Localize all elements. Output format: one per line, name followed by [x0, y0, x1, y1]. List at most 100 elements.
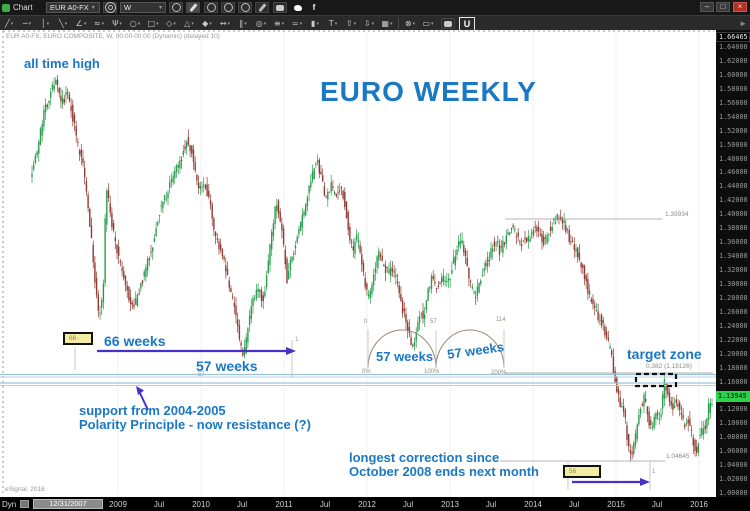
- annotation-66-weeks[interactable]: 66 weeks: [104, 333, 166, 349]
- rhombus-tool[interactable]: ◇ ▾: [162, 17, 180, 30]
- time-year-label: 2011: [275, 500, 293, 509]
- annotation-correction-line1[interactable]: longest correction since: [349, 450, 500, 465]
- candle-body: [435, 288, 438, 290]
- angle-tool[interactable]: ∠ ▾: [72, 17, 90, 30]
- annotation-target-zone[interactable]: target zone: [627, 346, 702, 362]
- facebook-share-button[interactable]: f: [307, 2, 321, 13]
- candle-body: [430, 275, 433, 289]
- candle-body: [90, 225, 93, 238]
- cycle-arc-1[interactable]: [367, 329, 437, 369]
- candle-body: [646, 406, 649, 415]
- candle-body: [342, 190, 344, 199]
- week-count-box-66[interactable]: 66: [63, 332, 93, 345]
- history-button[interactable]: [221, 2, 235, 13]
- fib-circle-tool[interactable]: ◎ ▾: [252, 17, 270, 30]
- clipboard-tool[interactable]: ▭ ▾: [419, 17, 437, 30]
- candle-body: [536, 227, 538, 232]
- candle-body: [543, 236, 545, 245]
- candle-body: [362, 263, 365, 272]
- interval-combo[interactable]: W ▾: [120, 2, 166, 13]
- chat-history-button[interactable]: [441, 18, 455, 29]
- refresh-button[interactable]: [204, 2, 218, 13]
- annotation-support-line2[interactable]: Polarity Principle - now resistance (?): [79, 417, 311, 432]
- pitchfork-tool[interactable]: Ψ ▾: [108, 17, 126, 30]
- twitter-share-button[interactable]: [291, 2, 305, 13]
- start-date-box[interactable]: 12/31/2007: [33, 498, 103, 509]
- week-count-box-56[interactable]: 56: [563, 465, 601, 478]
- symbol-combo[interactable]: EUR A0-FX ▾: [46, 2, 100, 13]
- delete-drawing-tool[interactable]: ⊗ ▾: [401, 17, 419, 30]
- expand-panel-icon[interactable]: ►: [739, 19, 747, 28]
- more-shapes-tool[interactable]: ▦ ▾: [378, 17, 396, 30]
- arrow-down-tool[interactable]: ⇩ ▾: [360, 17, 378, 30]
- candle-body: [366, 283, 368, 290]
- candle-body: [685, 423, 688, 425]
- candle-body: [510, 228, 513, 230]
- candle-body: [114, 237, 116, 242]
- candle-body: [459, 241, 462, 245]
- text-tool[interactable]: T ▾: [324, 17, 342, 30]
- marker-button[interactable]: [255, 2, 269, 13]
- chevron-down-icon: ▾: [173, 20, 176, 27]
- candle-body: [111, 213, 113, 228]
- candle-body: [41, 124, 43, 136]
- candle-body: [629, 450, 632, 454]
- horizontal-line-tool[interactable]: ─ ▾: [18, 17, 36, 30]
- calendar-icon[interactable]: [20, 500, 29, 508]
- extended-line-tool[interactable]: ╲ ▾: [54, 17, 72, 30]
- candle-body: [466, 257, 468, 267]
- fib-retracement-tool[interactable]: ≡ ▾: [270, 17, 288, 30]
- candle-body: [277, 200, 280, 214]
- annotation-all-time-high[interactable]: all time high: [24, 56, 100, 71]
- annotation-support-line1[interactable]: support from 2004-2005: [79, 403, 226, 418]
- annotation-correction-line2[interactable]: October 2008 ends next month: [349, 464, 539, 479]
- candle-body: [588, 290, 591, 295]
- maximize-button[interactable]: □: [716, 2, 730, 12]
- annotation-57-weeks-b[interactable]: 57 weeks: [376, 349, 434, 364]
- close-button[interactable]: ×: [733, 2, 747, 12]
- tab-chart[interactable]: Chart: [2, 2, 33, 13]
- candle-body: [196, 174, 198, 181]
- candle-body: [101, 300, 103, 308]
- arrow-support[interactable]: [138, 390, 149, 411]
- candle-body: [245, 337, 247, 354]
- chart-title[interactable]: EURO WEEKLY: [320, 76, 537, 107]
- triangle-tool[interactable]: △ ▾: [180, 17, 198, 30]
- annotation-57-weeks-a[interactable]: 57 weeks: [196, 358, 258, 374]
- time-settings-button[interactable]: [169, 2, 183, 13]
- price-tick-label: 1.10000: [719, 419, 748, 428]
- time-axis[interactable]: Dyn 12/31/2007 2009 Jul 2010 Jul 2011 Jul 2012…: [0, 497, 750, 511]
- candle-body: [281, 223, 283, 231]
- candle-body: [121, 267, 123, 272]
- underline-button[interactable]: U: [459, 16, 475, 31]
- minimize-button[interactable]: –: [700, 2, 714, 12]
- ellipse-tool[interactable]: ○ ▾: [126, 17, 144, 30]
- cycle-count-114: 114: [496, 317, 506, 323]
- chat-button[interactable]: [273, 2, 287, 13]
- arrow-up-tool[interactable]: ⇧ ▾: [342, 17, 360, 30]
- candle-body: [310, 181, 312, 188]
- symbol-settings-button[interactable]: [103, 2, 117, 13]
- parallel-channel-tool[interactable]: ∥ ▾: [234, 17, 252, 30]
- chevron-down-icon: ▾: [281, 20, 285, 27]
- arrow-line-tool[interactable]: ↔ ▾: [216, 17, 234, 30]
- regression-channel-tool[interactable]: ≈ ▾: [90, 17, 108, 30]
- rectangle-tool[interactable]: □ ▾: [144, 17, 162, 30]
- price-axis[interactable]: 1.66465 1.13945 1.64000 1.62000 1.60000 1.5…: [716, 30, 750, 497]
- refresh-icon: [206, 3, 216, 12]
- candle-body: [607, 337, 609, 340]
- angle-tool-icon: ∠: [75, 19, 83, 28]
- target-zone-box[interactable]: [634, 372, 678, 388]
- candle-body: [699, 435, 701, 436]
- trendline-tool[interactable]: ╱ ▾: [0, 17, 18, 30]
- polygon-tool[interactable]: ◆ ▾: [198, 17, 216, 30]
- fib-extension-tool[interactable]: = ▾: [288, 17, 306, 30]
- candle-body: [565, 225, 567, 232]
- time-month-label: Jul: [651, 500, 663, 509]
- draw-mode-button[interactable]: [186, 2, 200, 13]
- fib-time-zone-tool[interactable]: ▮ ▾: [306, 17, 324, 30]
- zoom-button[interactable]: [238, 2, 252, 13]
- vertical-line-tool[interactable]: │ ▾: [36, 17, 54, 30]
- chart-plot-area[interactable]: EUR A0-FX, EURO COMPOSITE, W, 00:00-00:0…: [0, 30, 716, 497]
- cycle-arc-2[interactable]: [435, 329, 505, 369]
